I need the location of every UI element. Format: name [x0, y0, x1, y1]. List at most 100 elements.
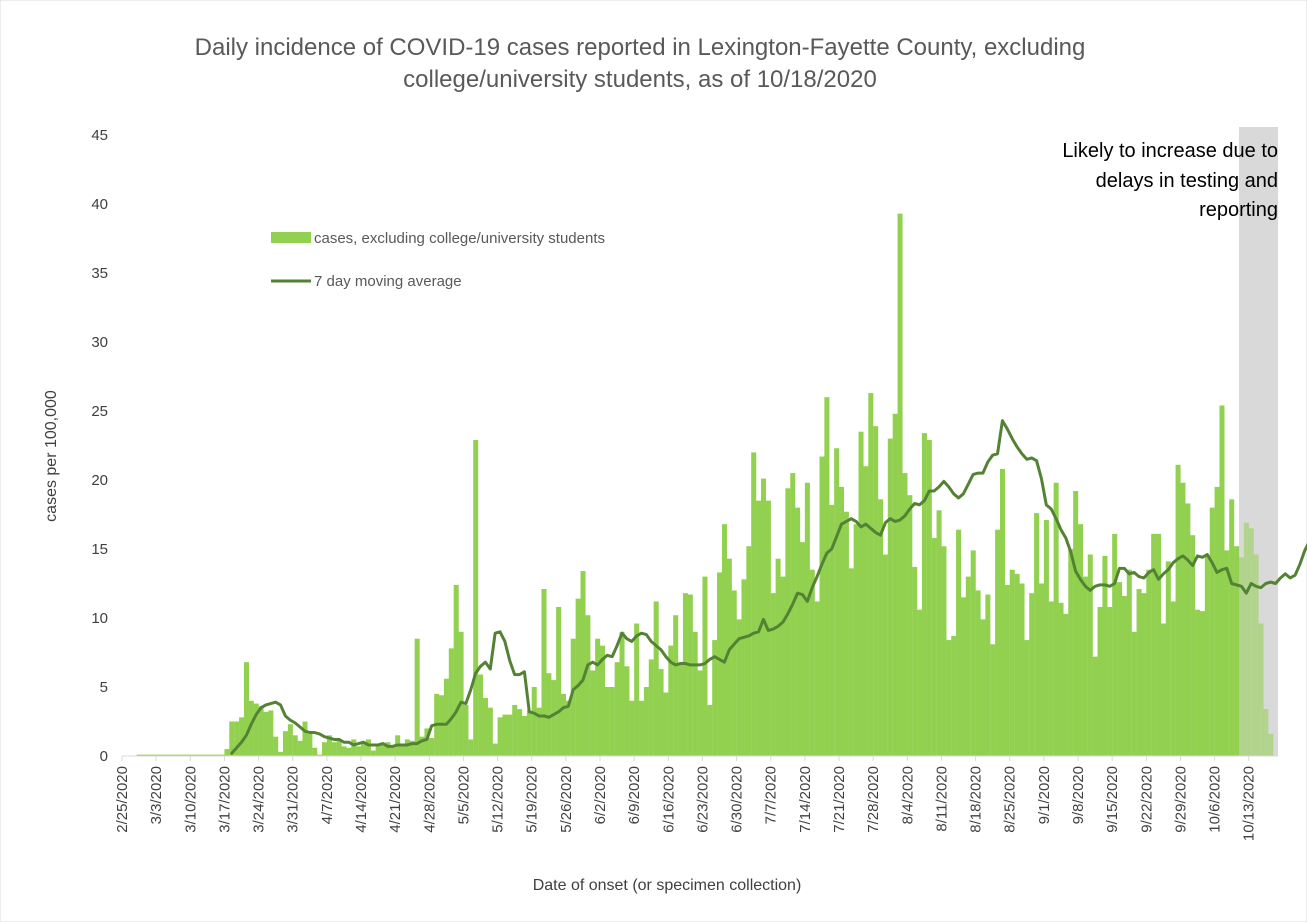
x-tick-label: 8/18/2020: [968, 766, 985, 833]
x-tick-label: 7/28/2020: [865, 766, 882, 833]
x-tick-label: 4/7/2020: [319, 766, 336, 824]
case-bar: [736, 619, 742, 756]
case-bar: [863, 466, 869, 756]
case-bar: [263, 711, 269, 756]
annotation-line-1: Likely to increase due to: [1062, 140, 1278, 162]
case-bar: [473, 439, 479, 756]
case-bar: [663, 692, 669, 756]
case-bar: [185, 754, 191, 756]
y-tick-label: 10: [91, 610, 108, 627]
case-bar: [1185, 503, 1191, 756]
case-bar: [843, 511, 849, 756]
case-bar: [336, 739, 342, 756]
case-bar: [1156, 533, 1162, 756]
case-bar: [1234, 546, 1240, 756]
case-bar: [526, 710, 532, 756]
x-tick-label: 5/5/2020: [455, 766, 472, 824]
case-bar: [204, 754, 210, 756]
moving-average-series: [230, 419, 1307, 755]
case-bar: [165, 754, 171, 756]
case-bar: [882, 554, 888, 756]
case-bar: [824, 397, 830, 756]
case-bar: [721, 524, 727, 756]
case-bar: [697, 670, 703, 756]
case-bar: [502, 714, 508, 756]
case-bar: [1229, 499, 1235, 756]
case-bar: [936, 510, 942, 756]
case-bar: [151, 754, 157, 756]
x-tick-label: 9/15/2020: [1104, 766, 1121, 833]
case-bar: [965, 576, 971, 756]
case-bar: [497, 717, 503, 756]
case-bar: [419, 736, 425, 756]
case-bar: [1102, 555, 1108, 756]
x-tick-label: 2/25/2020: [114, 766, 131, 833]
x-tick-label: 9/1/2020: [1036, 766, 1053, 824]
case-bar: [209, 754, 215, 756]
case-bar: [1141, 593, 1147, 756]
case-bar: [717, 572, 723, 756]
case-bar: [453, 584, 459, 756]
case-bar: [1014, 573, 1020, 756]
case-bar: [570, 638, 576, 756]
case-bar: [921, 433, 927, 756]
x-tick-label: 7/21/2020: [831, 766, 848, 833]
case-bar: [907, 495, 913, 756]
case-bar: [146, 754, 152, 756]
case-bar: [731, 590, 737, 756]
x-tick-label: 9/22/2020: [1138, 766, 1155, 833]
case-bar: [297, 740, 303, 756]
case-bar: [560, 693, 567, 756]
y-tick-label: 40: [91, 196, 108, 213]
case-bar: [858, 431, 864, 756]
case-bar: [1048, 601, 1054, 756]
case-bar: [331, 742, 337, 756]
case-bar: [751, 452, 757, 756]
case-bar: [546, 673, 552, 756]
case-bar: [302, 721, 308, 756]
x-tick-label: 10/6/2020: [1207, 766, 1224, 833]
case-bar: [975, 590, 981, 756]
case-bar: [1097, 606, 1103, 756]
case-bar: [970, 550, 976, 756]
x-tick-label: 8/4/2020: [899, 766, 916, 824]
case-bar: [268, 710, 274, 756]
case-bar: [458, 631, 464, 756]
case-bar: [380, 743, 386, 756]
case-bar: [312, 747, 318, 756]
x-tick-label: 4/14/2020: [353, 766, 370, 833]
case-bar: [575, 598, 581, 756]
case-bar: [556, 606, 562, 756]
case-bar: [258, 706, 264, 756]
legend: cases, excluding college/university stud…: [271, 230, 605, 290]
case-bar: [692, 631, 698, 756]
case-bar: [834, 448, 840, 756]
case-bar: [702, 576, 708, 756]
case-bar: [741, 579, 747, 756]
x-axis-ticks: 2/25/2020 3/3/2020 3/10/2020 3/17/2020 3/24/…: [114, 756, 1258, 841]
case-bar: [136, 754, 142, 756]
case-bar: [468, 739, 474, 756]
case-bar: [565, 700, 571, 756]
y-axis-ticks: 0 5 10 15 20 25 30 35 40 45: [91, 127, 108, 765]
x-tick-label: 5/26/2020: [558, 766, 575, 833]
case-bar: [1112, 533, 1118, 756]
case-bar: [995, 529, 1001, 756]
x-tick-label: 6/2/2020: [592, 766, 609, 824]
case-bar: [531, 687, 537, 756]
x-tick-label: 6/30/2020: [729, 766, 746, 833]
case-bar: [1136, 589, 1142, 756]
case-bar: [658, 669, 664, 756]
case-bar: [273, 736, 279, 756]
case-bar: [795, 507, 801, 756]
case-bar: [804, 482, 810, 756]
case-bar: [385, 742, 391, 756]
case-bar: [1199, 611, 1205, 756]
case-bar: [1092, 656, 1098, 756]
case-bar: [1073, 491, 1079, 756]
y-tick-label: 5: [100, 679, 108, 696]
case-bar: [868, 393, 874, 756]
case-bar: [512, 704, 518, 756]
case-bar: [214, 754, 220, 756]
